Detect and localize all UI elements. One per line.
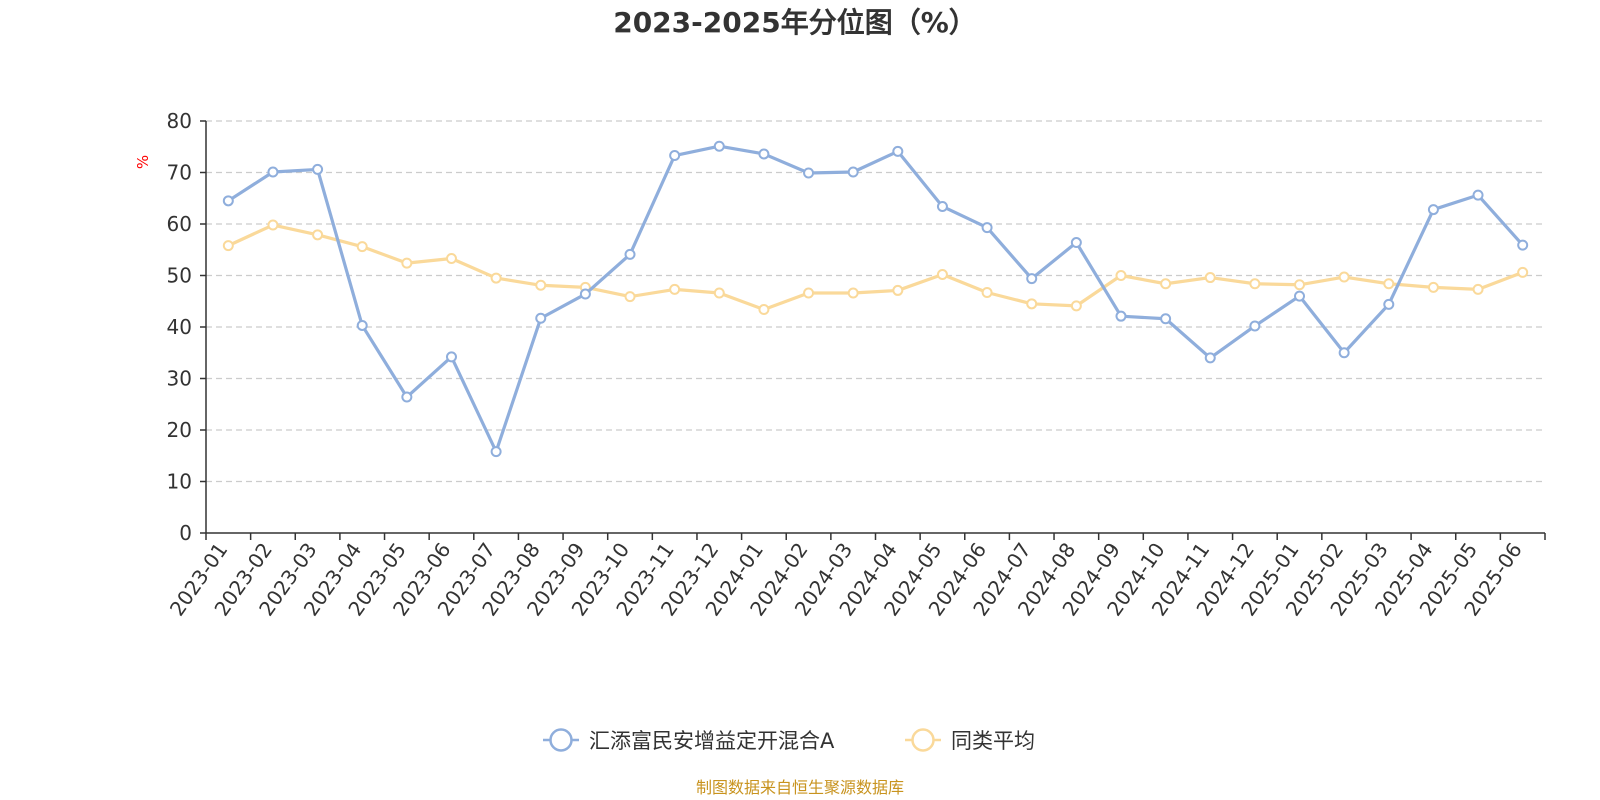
legend-marker-icon — [911, 728, 935, 752]
data-point[interactable] — [535, 279, 547, 291]
data-point[interactable] — [936, 268, 948, 280]
data-point[interactable] — [579, 288, 591, 300]
series-同类平均 — [222, 219, 1529, 315]
y-tick-label: 60 — [167, 212, 192, 236]
data-point[interactable] — [758, 303, 770, 315]
data-point[interactable] — [401, 391, 413, 403]
y-tick-label: 10 — [167, 470, 192, 494]
grid-lines — [206, 120, 1545, 483]
data-point[interactable] — [1026, 273, 1038, 285]
legend-marker-icon — [549, 728, 573, 752]
data-point[interactable] — [847, 166, 859, 178]
data-point[interactable] — [1160, 313, 1172, 325]
data-point[interactable] — [624, 291, 636, 303]
data-point[interactable] — [1294, 279, 1306, 291]
legend-item[interactable]: 同类平均 — [905, 728, 1035, 753]
data-point[interactable] — [535, 312, 547, 324]
y-tick-label: 20 — [167, 418, 192, 442]
data-point[interactable] — [1294, 290, 1306, 302]
data-source-label: 制图数据来自恒生聚源数据库 — [696, 778, 904, 797]
data-point[interactable] — [1517, 239, 1529, 251]
y-axis-unit-label: % — [134, 155, 152, 169]
data-point[interactable] — [1070, 300, 1082, 312]
data-point[interactable] — [222, 240, 234, 252]
data-point[interactable] — [490, 272, 502, 284]
y-tick-label: 0 — [179, 521, 192, 545]
legend-item[interactable]: 汇添富民安增益定开混合A — [543, 728, 835, 753]
data-point[interactable] — [669, 283, 681, 295]
data-point[interactable] — [1338, 271, 1350, 283]
data-point[interactable] — [803, 287, 815, 299]
data-point[interactable] — [401, 257, 413, 269]
y-tick-labels: 0 10 20 30 40 50 60 70 80 — [167, 109, 192, 545]
data-point[interactable] — [1472, 283, 1484, 295]
data-point[interactable] — [713, 140, 725, 152]
data-point[interactable] — [1115, 310, 1127, 322]
chart-title: 2023-2025年分位图（%） — [613, 6, 977, 39]
data-point[interactable] — [445, 351, 457, 363]
data-point[interactable] — [312, 229, 324, 241]
data-point[interactable] — [981, 286, 993, 298]
data-point[interactable] — [490, 446, 502, 458]
data-point[interactable] — [1204, 352, 1216, 364]
legend[interactable]: 汇添富民安增益定开混合A 同类平均 — [543, 728, 1035, 753]
data-point[interactable] — [1070, 237, 1082, 249]
series-group — [222, 140, 1529, 458]
y-tick-label: 70 — [167, 161, 192, 185]
data-point[interactable] — [445, 253, 457, 265]
data-point[interactable] — [356, 319, 368, 331]
data-point[interactable] — [624, 248, 636, 260]
data-point[interactable] — [847, 287, 859, 299]
y-tick-label: 40 — [167, 315, 192, 339]
data-point[interactable] — [1517, 266, 1529, 278]
legend-label: 汇添富民安增益定开混合A — [589, 729, 835, 753]
data-point[interactable] — [312, 163, 324, 175]
y-tick-label: 30 — [167, 367, 192, 391]
data-point[interactable] — [803, 167, 815, 179]
data-point[interactable] — [1026, 298, 1038, 310]
data-point[interactable] — [1383, 278, 1395, 290]
data-point[interactable] — [758, 148, 770, 160]
data-point[interactable] — [1427, 204, 1439, 216]
data-point[interactable] — [1338, 347, 1350, 359]
data-point[interactable] — [1383, 298, 1395, 310]
data-point[interactable] — [892, 145, 904, 157]
x-tick-labels: 2023-012023-022023-032023-042023-052023-… — [165, 538, 1527, 620]
data-point[interactable] — [1160, 278, 1172, 290]
data-point[interactable] — [267, 166, 279, 178]
series-汇添富民安增益定开混合A — [222, 140, 1529, 458]
data-point[interactable] — [267, 219, 279, 231]
y-tick-label: 80 — [167, 109, 192, 133]
data-point[interactable] — [981, 222, 993, 234]
data-point[interactable] — [713, 287, 725, 299]
axes — [200, 120, 1546, 540]
legend-label: 同类平均 — [951, 729, 1035, 753]
data-point[interactable] — [222, 195, 234, 207]
data-point[interactable] — [1249, 320, 1261, 332]
data-point[interactable] — [1249, 278, 1261, 290]
data-point[interactable] — [1204, 272, 1216, 284]
series-line — [227, 144, 1524, 454]
data-point[interactable] — [669, 150, 681, 162]
data-point[interactable] — [936, 200, 948, 212]
data-point[interactable] — [1472, 189, 1484, 201]
y-tick-label: 50 — [167, 264, 192, 288]
series-line — [227, 223, 1524, 312]
data-point[interactable] — [1115, 270, 1127, 281]
data-point[interactable] — [1427, 281, 1439, 293]
data-point[interactable] — [356, 241, 368, 253]
data-point[interactable] — [892, 284, 904, 296]
